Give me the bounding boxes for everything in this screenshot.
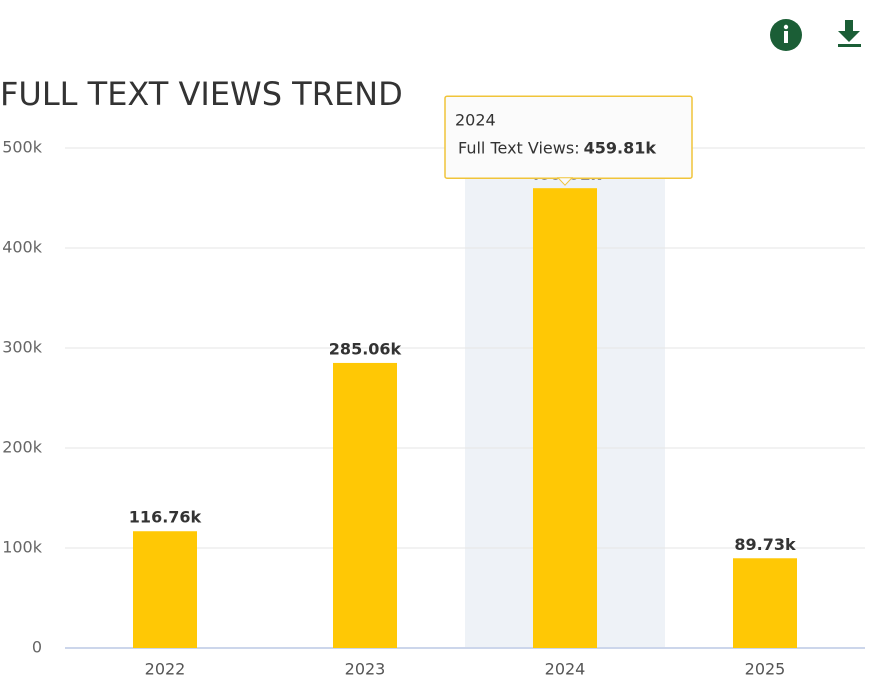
y-tick-label: 500k [2, 138, 43, 157]
tooltip: 2024 Full Text Views: 459.81k [444, 95, 693, 186]
bar [733, 558, 797, 648]
bar [533, 188, 597, 648]
tooltip-value: 459.81k [584, 139, 657, 158]
data-label: 116.76k [129, 508, 202, 527]
x-tick-label: 2024 [545, 660, 586, 679]
tooltip-title: 2024 [455, 111, 496, 130]
info-button[interactable] [770, 19, 802, 51]
y-tick-label: 400k [2, 238, 43, 257]
x-tick-label: 2025 [745, 660, 786, 679]
chart-title: FULL TEXT VIEWS TREND [0, 75, 403, 113]
tooltip-box [444, 95, 693, 179]
tooltip-pointer [556, 177, 574, 186]
download-button[interactable] [838, 20, 861, 47]
tooltip-label: Full Text Views: [458, 139, 580, 158]
bar [133, 531, 197, 648]
y-tick-label: 100k [2, 538, 43, 557]
x-tick-label: 2022 [145, 660, 186, 679]
data-label: 285.06k [329, 339, 402, 358]
x-tick-label: 2023 [345, 660, 386, 679]
data-label: 89.73k [734, 535, 796, 554]
y-tick-label: 0 [32, 638, 42, 657]
bar [333, 362, 397, 648]
y-tick-label: 200k [2, 438, 43, 457]
y-tick-label: 300k [2, 338, 43, 357]
